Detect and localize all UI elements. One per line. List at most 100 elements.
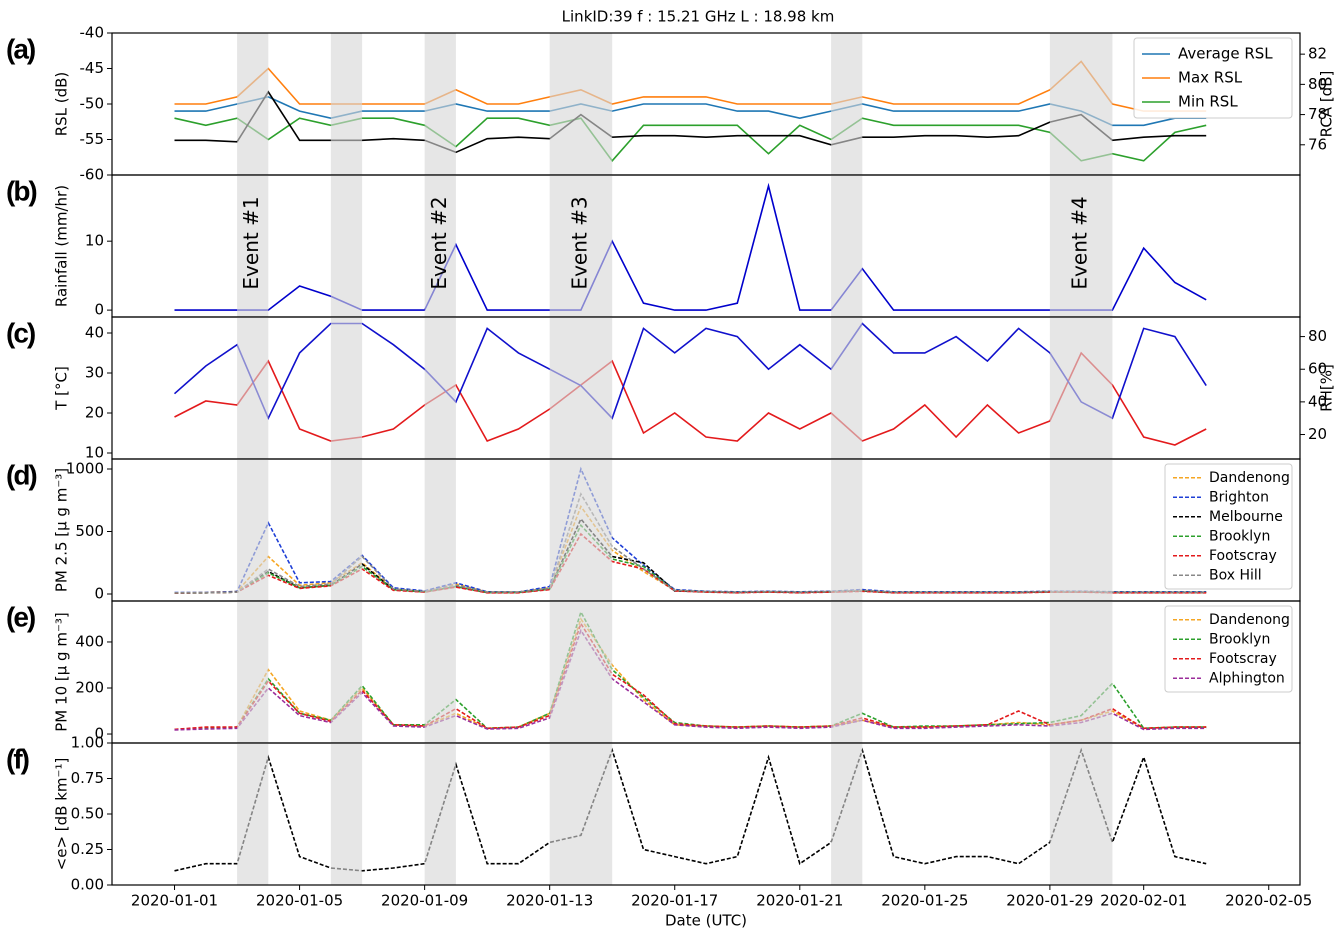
event-span xyxy=(549,33,613,175)
event-label: Event #4 xyxy=(1068,196,1092,289)
legend-label: Dandenong xyxy=(1209,470,1290,486)
event-span xyxy=(549,459,613,601)
x-tick-label: 2020-01-01 xyxy=(131,892,218,910)
event-span xyxy=(424,175,456,317)
event-span xyxy=(1049,601,1113,743)
event-span xyxy=(1049,175,1113,317)
event-span xyxy=(424,33,456,175)
y-axis-label: PM 10 [μ g m⁻³] xyxy=(53,612,71,731)
y2-tick-label: 80 xyxy=(1308,75,1327,93)
y-tick-label: -50 xyxy=(80,95,105,113)
y2-axis-label: RH[%] xyxy=(1318,364,1336,412)
y-tick-label: 10 xyxy=(85,232,104,250)
y-tick-label: 0.25 xyxy=(71,840,104,858)
y2-tick-label: 40 xyxy=(1308,392,1327,410)
event-span xyxy=(424,317,456,459)
y-tick-label: 20 xyxy=(85,404,104,422)
x-tick-label: 2020-01-17 xyxy=(631,892,718,910)
panel-frame xyxy=(111,458,1301,602)
event-span xyxy=(330,317,363,459)
y-tick-label: 0.00 xyxy=(71,876,104,894)
event-span xyxy=(330,33,363,175)
y2-tick-label: 80 xyxy=(1308,327,1327,345)
y-tick-label: 0 xyxy=(94,585,104,603)
y-tick-label: -45 xyxy=(80,59,105,77)
x-tick-label: 2020-01-05 xyxy=(256,892,343,910)
x-tick-label: 2020-01-09 xyxy=(381,892,468,910)
y2-tick-label: 20 xyxy=(1308,425,1327,443)
panel-label: (c) xyxy=(6,317,35,348)
y-tick-label: 0.50 xyxy=(71,805,104,823)
y-tick-label: 1.00 xyxy=(71,734,104,752)
event-span xyxy=(831,459,863,601)
y-tick-label: -55 xyxy=(80,130,105,148)
legend-label: Dandenong xyxy=(1209,612,1290,628)
legend-label: Brooklyn xyxy=(1209,528,1270,544)
y2-tick-label: 78 xyxy=(1308,105,1327,123)
event-span xyxy=(549,601,613,743)
panel-label: (a) xyxy=(6,33,35,64)
y-axis-label: Rainfall (mm/hr) xyxy=(53,185,71,307)
y2-tick-label: 82 xyxy=(1308,45,1327,63)
y-tick-label: 0 xyxy=(94,301,104,319)
event-span xyxy=(424,743,456,885)
y-tick-label: 400 xyxy=(75,632,104,650)
x-tick-label: 2020-01-21 xyxy=(756,892,843,910)
y-tick-label: 30 xyxy=(85,364,104,382)
legend-label: Alphington xyxy=(1209,670,1285,686)
legend-label: Box Hill xyxy=(1209,567,1262,583)
event-span xyxy=(330,459,363,601)
legend-label: Max RSL xyxy=(1178,69,1243,87)
event-label: Event #2 xyxy=(427,196,451,289)
event-span xyxy=(549,743,613,885)
event-span xyxy=(831,743,863,885)
event-span xyxy=(1049,459,1113,601)
data-line xyxy=(174,609,1207,731)
panel-label: (d) xyxy=(6,459,36,490)
y2-tick-label: 76 xyxy=(1308,135,1327,153)
event-span xyxy=(330,601,363,743)
panel-frame xyxy=(111,174,1301,318)
y2-tick-label: 60 xyxy=(1308,360,1327,378)
y-axis-label: PM 2.5 [μ g m⁻³] xyxy=(53,468,71,592)
y-tick-label: 500 xyxy=(75,522,104,540)
event-span xyxy=(1049,33,1113,175)
event-span xyxy=(1049,743,1113,885)
y-tick-label: 200 xyxy=(75,678,104,696)
event-span xyxy=(237,33,269,175)
legend-box xyxy=(1164,605,1293,693)
event-label: Event #3 xyxy=(567,196,591,289)
legend-box xyxy=(1164,463,1293,590)
legend-label: Brooklyn xyxy=(1209,631,1270,647)
event-span xyxy=(237,743,269,885)
y-tick-label: -60 xyxy=(80,166,105,184)
event-span xyxy=(424,601,456,743)
event-span xyxy=(549,175,613,317)
y-tick-label: -40 xyxy=(80,24,105,42)
legend-label: Min RSL xyxy=(1178,93,1238,111)
event-span xyxy=(549,317,613,459)
y-axis-label: <e> [dB km⁻¹] xyxy=(53,758,71,871)
panel-label: (f) xyxy=(6,743,29,774)
legend-label: Footscray xyxy=(1209,548,1277,564)
y-axis-label: RSL (dB) xyxy=(53,72,71,137)
event-span xyxy=(237,459,269,601)
legend-label: Brighton xyxy=(1209,489,1269,505)
event-span xyxy=(237,601,269,743)
x-tick-label: 2020-01-29 xyxy=(1006,892,1093,910)
y2-axis-label: RCA [dB] xyxy=(1318,71,1336,138)
event-span xyxy=(330,743,363,885)
y-tick-label: 1000 xyxy=(66,460,104,478)
event-label: Event #1 xyxy=(239,196,263,289)
panel-label: (e) xyxy=(6,601,35,632)
x-tick-label: 2020-01-13 xyxy=(506,892,593,910)
y-tick-label: 0 xyxy=(94,725,104,743)
figure-title: LinkID:39 f : 15.21 GHz L : 18.98 km xyxy=(562,8,835,26)
y-tick-label: 40 xyxy=(85,324,104,342)
legend-box xyxy=(1133,37,1293,119)
event-span xyxy=(831,33,863,175)
event-span xyxy=(330,175,363,317)
legend-label: Footscray xyxy=(1209,651,1277,667)
x-tick-label: 2020-02-01 xyxy=(1100,892,1187,910)
